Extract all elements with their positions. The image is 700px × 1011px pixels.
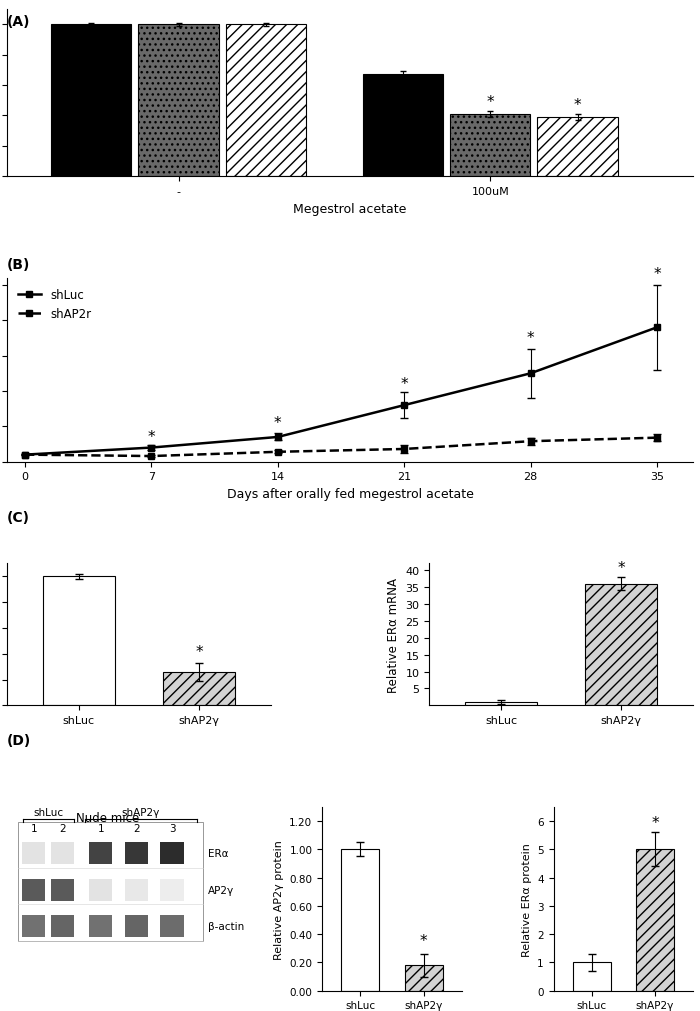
Bar (573, 962, 610, 991)
Text: 2: 2 (133, 823, 140, 833)
Text: 2: 2 (60, 823, 66, 833)
Bar (89, 916, 112, 937)
Text: 3: 3 (169, 823, 176, 833)
Text: β-actin: β-actin (208, 921, 244, 931)
Text: *: * (420, 933, 427, 948)
Text: (D): (D) (7, 733, 31, 747)
Bar (160, 842, 183, 864)
Bar (465, 703, 537, 706)
Bar (405, 966, 442, 991)
X-axis label: Days after orally fed megestrol acetate: Days after orally fed megestrol acetate (227, 487, 473, 500)
Text: *: * (274, 416, 281, 431)
Bar (163, 672, 235, 706)
Bar (125, 879, 148, 901)
Bar (51, 842, 74, 864)
Text: shAP2γ: shAP2γ (122, 807, 160, 817)
Bar (636, 849, 674, 991)
Bar (363, 76, 443, 177)
Y-axis label: Relative ERα protein: Relative ERα protein (522, 842, 532, 955)
Text: *: * (574, 98, 582, 113)
Bar (225, 25, 306, 177)
Text: *: * (653, 267, 661, 282)
Text: Nude mice: Nude mice (76, 811, 139, 824)
Bar (341, 849, 379, 991)
Text: *: * (651, 815, 659, 830)
Legend: shLuc, shAP2r: shLuc, shAP2r (13, 284, 97, 326)
Text: *: * (400, 377, 408, 391)
Bar (585, 584, 657, 706)
Bar (51, 916, 74, 937)
Bar (22, 842, 46, 864)
Text: *: * (617, 560, 625, 575)
Bar (22, 916, 46, 937)
Text: *: * (486, 95, 494, 110)
Bar (22, 879, 46, 901)
Text: (A): (A) (7, 15, 31, 29)
Bar (125, 916, 148, 937)
Text: 1: 1 (31, 823, 37, 833)
Bar (450, 115, 531, 177)
Text: *: * (526, 331, 534, 346)
Bar (51, 25, 132, 177)
Bar (538, 118, 618, 177)
Y-axis label: Relative ERα mRNA: Relative ERα mRNA (387, 577, 400, 693)
Text: AP2γ: AP2γ (208, 885, 234, 895)
Bar (51, 879, 74, 901)
X-axis label: Megestrol acetate: Megestrol acetate (293, 202, 407, 215)
Text: *: * (195, 644, 203, 659)
Text: 1: 1 (97, 823, 104, 833)
Text: (C): (C) (7, 511, 30, 525)
Bar (89, 879, 112, 901)
Text: (B): (B) (7, 258, 30, 272)
Bar (89, 842, 112, 864)
Bar (43, 576, 115, 706)
Bar (18, 822, 203, 941)
Text: *: * (148, 430, 155, 445)
Bar (139, 25, 218, 177)
Bar (160, 916, 183, 937)
Text: shLuc: shLuc (33, 807, 63, 817)
Bar (160, 879, 183, 901)
Y-axis label: Relative AP2γ protein: Relative AP2γ protein (274, 839, 284, 958)
Text: ERα: ERα (208, 848, 228, 858)
Bar (125, 842, 148, 864)
